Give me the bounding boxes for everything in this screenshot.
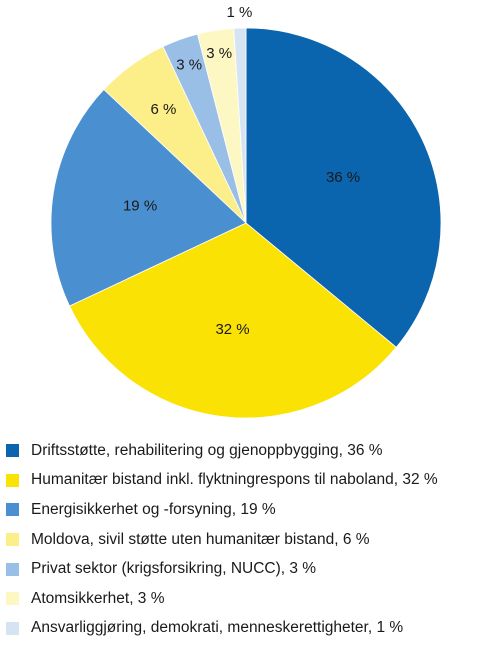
legend-label: Privat sektor (krigsforsikring, NUCC), 3…: [31, 560, 317, 578]
legend-swatch: [6, 444, 19, 458]
legend-label: Energisikkerhet og -forsyning, 19 %: [31, 500, 276, 518]
legend-label: Moldova, sivil støtte uten humanitær bis…: [31, 530, 370, 548]
legend-swatch: [6, 592, 19, 606]
pie-slice-label: 1 %: [226, 4, 252, 21]
legend-swatch: [6, 533, 19, 547]
legend-item: Humanitær bistand inkl. flyktningrespons…: [6, 466, 438, 496]
legend-label: Atomsikkerhet, 3 %: [31, 589, 165, 607]
legend-swatch: [6, 621, 19, 635]
legend-item: Privat sektor (krigsforsikring, NUCC), 3…: [6, 554, 438, 584]
legend-label: Humanitær bistand inkl. flyktningrespons…: [31, 471, 438, 489]
pie-slice-label: 3 %: [206, 45, 232, 62]
legend-swatch: [6, 473, 19, 487]
legend-item: Ansvarliggjøring, demokrati, menneskeret…: [6, 614, 438, 644]
legend-swatch: [6, 562, 19, 576]
pie-slice: [245, 27, 442, 348]
legend-swatch: [6, 503, 19, 517]
legend-item: Energisikkerhet og -forsyning, 19 %: [6, 495, 438, 525]
pie-chart: 36 % 32 % 19 % 6 % 3 %3 % 1 %: [50, 4, 442, 419]
legend: Driftsstøtte, rehabilitering og gjenoppb…: [6, 436, 438, 643]
legend-item: Driftsstøtte, rehabilitering og gjenoppb…: [6, 436, 438, 466]
legend-item: Moldova, sivil støtte uten humanitær bis…: [6, 525, 438, 555]
pie-slice-label: 3 %: [176, 57, 202, 74]
legend-label: Driftsstøtte, rehabilitering og gjenoppb…: [31, 441, 383, 459]
legend-item: Atomsikkerhet, 3 %: [6, 584, 438, 614]
pie-labels: 36 % 32 % 19 % 6 % 3 %3 % 1 %: [123, 4, 360, 338]
pie-slice: [233, 27, 247, 224]
pie-slice-label: 32 %: [215, 321, 249, 338]
pie-slice: [50, 88, 247, 307]
pie-slice-label: 36 %: [326, 169, 360, 186]
pie-slice-label: 19 %: [123, 198, 157, 215]
pie-slice-label: 6 %: [151, 101, 177, 118]
legend-label: Ansvarliggjøring, demokrati, menneskeret…: [31, 619, 404, 637]
pie-slices: [50, 27, 442, 419]
pie-slice: [69, 222, 397, 419]
